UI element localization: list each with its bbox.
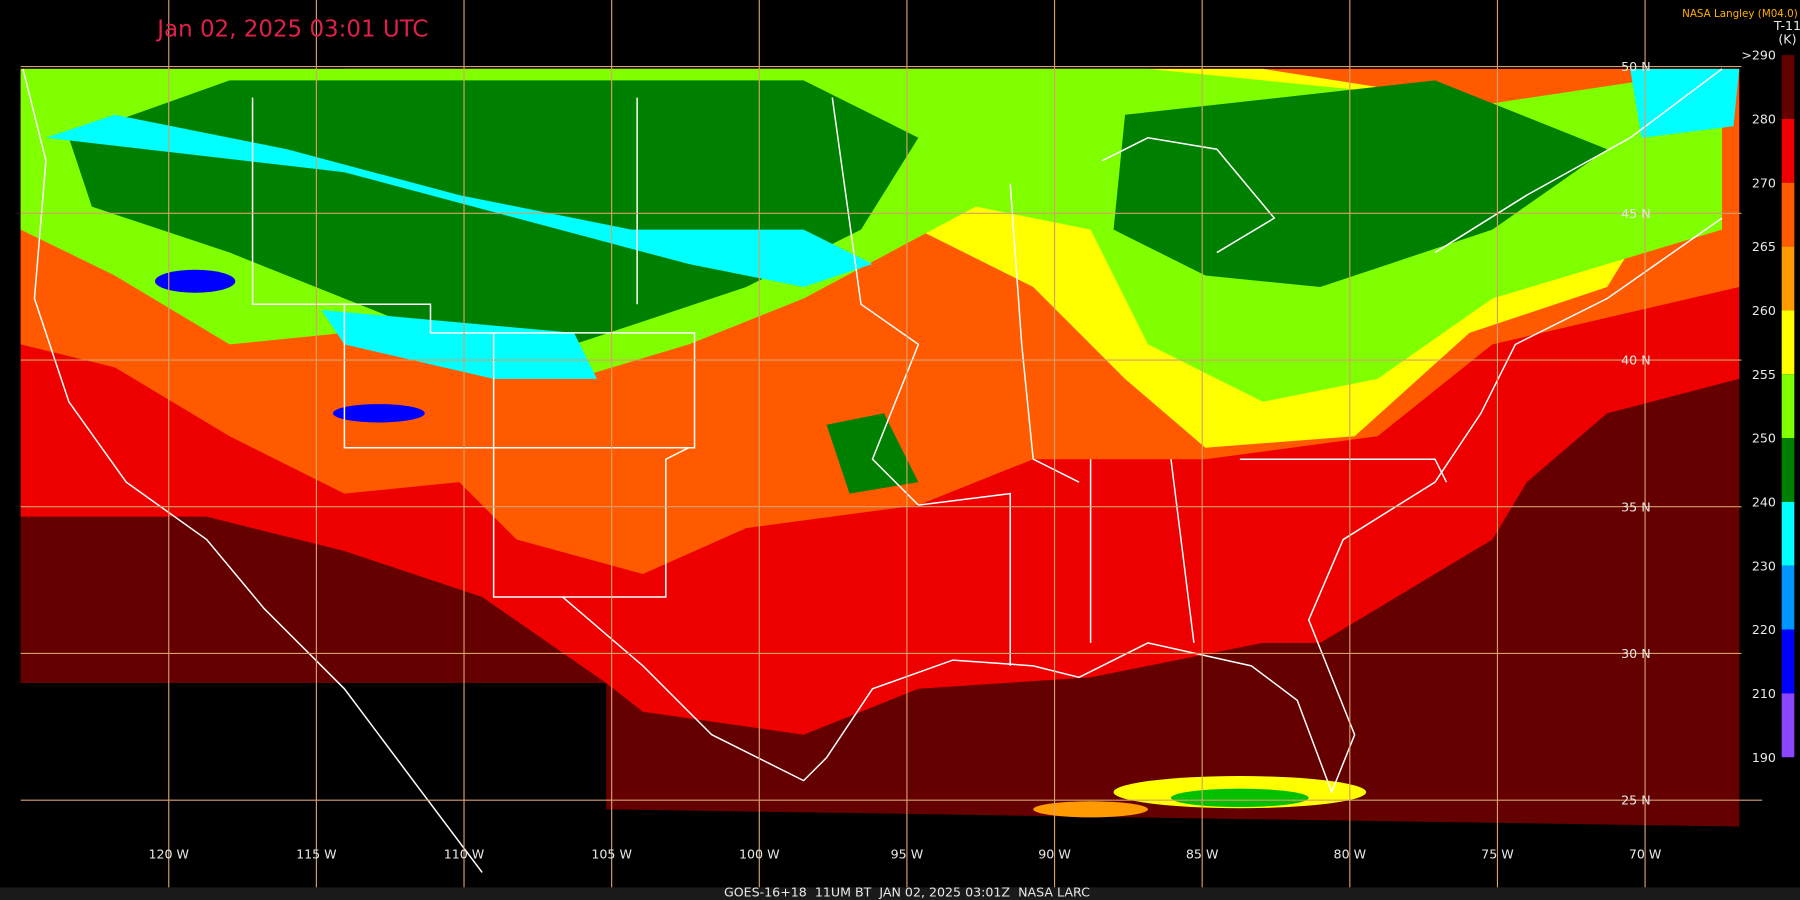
timestamp-title: Jan 02, 2025 03:01 UTC — [155, 17, 428, 43]
colorbar-label: 250 — [1752, 431, 1776, 446]
colorbar-label: 255 — [1752, 367, 1776, 382]
graticule — [20, 0, 1763, 888]
colorbar-label: 210 — [1752, 686, 1776, 701]
colorbar-label: 260 — [1752, 303, 1776, 318]
longitude-label: 110 W — [444, 847, 485, 862]
latitude-label: 35 N — [1621, 499, 1651, 514]
longitude-label: 115 W — [296, 847, 337, 862]
longitude-label: 70 W — [1629, 847, 1662, 862]
longitude-label: 100 W — [739, 847, 780, 862]
latitude-label: 30 N — [1621, 646, 1651, 661]
colorbar-segment — [1781, 310, 1795, 375]
colorbar-segment — [1781, 501, 1795, 566]
colorbar-segment — [1781, 246, 1795, 311]
longitude-label: 120 W — [148, 847, 189, 862]
colorbar-label: 220 — [1752, 622, 1776, 637]
longitude-label: 75 W — [1481, 847, 1514, 862]
colorbar-segment — [1781, 182, 1795, 247]
colorbar-label: 190 — [1752, 750, 1776, 765]
footer-caption: GOES-16+18 11UM BT JAN 02, 2025 03:01Z N… — [724, 885, 1090, 900]
longitude-label: 90 W — [1038, 847, 1071, 862]
footer-bar — [0, 887, 1800, 900]
colorbar-label: 265 — [1752, 239, 1776, 254]
colorbar-label: 280 — [1752, 112, 1776, 127]
longitude-label: 80 W — [1334, 847, 1367, 862]
colorbar-segment — [1781, 118, 1795, 183]
latitude-label: 50 N — [1621, 59, 1651, 74]
colorbar-segment — [1781, 693, 1795, 758]
colorbar-label: >290 — [1741, 48, 1776, 63]
longitude-label: 105 W — [591, 847, 632, 862]
colorbar-unit: (K) — [1778, 32, 1796, 47]
colorbar-segment — [1781, 374, 1795, 439]
latitude-label: 25 N — [1621, 793, 1651, 808]
colorbar-segment — [1781, 438, 1795, 502]
colorbar-segment — [1781, 565, 1795, 630]
longitude-label: 85 W — [1186, 847, 1219, 862]
colorbar-segment — [1781, 629, 1795, 694]
colorbar-segment — [1781, 55, 1795, 119]
colorbar-label: 270 — [1752, 175, 1776, 190]
credit: NASA Langley (M04.0) — [1682, 8, 1798, 20]
colorbar-title: T-11 — [1773, 18, 1800, 33]
colorbar-label: 230 — [1752, 558, 1776, 573]
latitude-label: 40 N — [1621, 353, 1651, 368]
coastline — [22, 68, 1723, 873]
colorbar-label: 240 — [1752, 494, 1776, 509]
latitude-label: 45 N — [1621, 206, 1651, 221]
longitude-label: 95 W — [891, 847, 924, 862]
